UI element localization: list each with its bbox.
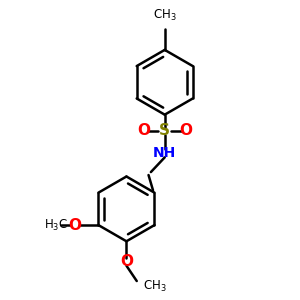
Text: O: O bbox=[137, 123, 150, 138]
Text: CH$_3$: CH$_3$ bbox=[142, 279, 166, 295]
Text: H$_3$C: H$_3$C bbox=[44, 218, 68, 232]
Text: O: O bbox=[68, 218, 81, 232]
Text: O: O bbox=[120, 254, 133, 269]
Text: CH$_3$: CH$_3$ bbox=[153, 8, 177, 23]
Text: O: O bbox=[179, 123, 192, 138]
Text: NH: NH bbox=[153, 146, 176, 160]
Text: S: S bbox=[159, 123, 170, 138]
